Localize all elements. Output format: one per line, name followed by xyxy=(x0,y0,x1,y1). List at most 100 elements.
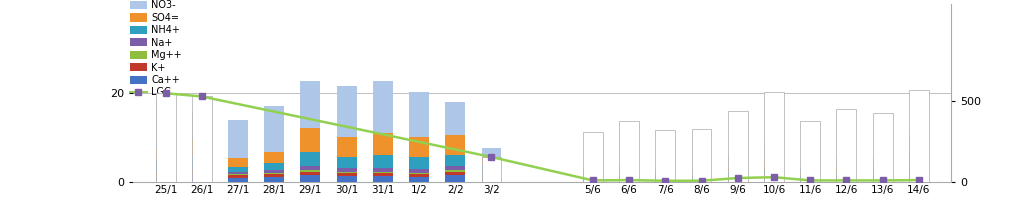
Bar xyxy=(837,179,856,182)
Bar xyxy=(727,179,748,182)
Bar xyxy=(192,170,212,172)
Bar xyxy=(301,152,320,166)
Bar xyxy=(192,166,212,170)
Bar xyxy=(800,180,820,182)
Bar xyxy=(727,155,748,167)
Bar xyxy=(583,180,603,182)
Bar xyxy=(373,173,393,176)
Bar xyxy=(727,111,748,182)
Bar xyxy=(873,174,892,177)
Bar xyxy=(155,148,176,161)
Bar xyxy=(800,173,820,176)
Bar xyxy=(264,174,284,177)
Bar xyxy=(228,172,248,174)
Bar xyxy=(155,93,176,182)
Bar xyxy=(619,164,639,170)
Bar xyxy=(192,175,212,182)
Bar xyxy=(373,172,393,173)
Bar xyxy=(837,176,856,178)
Bar xyxy=(192,97,212,182)
Bar xyxy=(409,174,429,177)
Bar xyxy=(192,139,212,155)
Bar xyxy=(727,167,748,173)
Bar xyxy=(301,172,320,175)
Bar xyxy=(264,106,284,152)
Bar xyxy=(373,133,393,155)
Bar xyxy=(409,92,429,137)
Bar xyxy=(837,109,856,182)
Bar xyxy=(264,152,284,163)
Bar xyxy=(301,170,320,172)
Bar xyxy=(873,158,892,168)
Bar xyxy=(155,173,176,174)
Bar xyxy=(764,92,784,182)
Bar xyxy=(228,120,248,158)
Bar xyxy=(692,179,711,180)
Bar xyxy=(409,173,429,174)
Bar xyxy=(228,175,248,178)
Bar xyxy=(656,179,675,180)
Bar xyxy=(337,168,357,172)
Bar xyxy=(409,157,429,169)
Bar xyxy=(873,168,892,174)
Bar xyxy=(301,175,320,182)
Bar xyxy=(155,170,176,173)
Bar xyxy=(482,175,501,176)
Bar xyxy=(445,175,465,182)
Bar xyxy=(583,169,603,174)
Bar xyxy=(656,178,675,179)
Bar xyxy=(764,178,784,182)
Bar xyxy=(908,172,929,173)
Bar xyxy=(337,86,357,137)
Bar xyxy=(837,174,856,176)
Bar xyxy=(619,177,639,178)
Bar xyxy=(692,169,711,174)
Bar xyxy=(301,128,320,152)
Bar xyxy=(409,137,429,157)
Bar xyxy=(873,179,892,182)
Bar xyxy=(155,174,176,177)
Bar xyxy=(337,172,357,173)
Bar xyxy=(445,170,465,172)
Bar xyxy=(155,161,176,170)
Bar xyxy=(337,157,357,168)
Bar xyxy=(837,158,856,168)
Bar xyxy=(908,135,929,155)
Bar xyxy=(301,81,320,128)
Bar xyxy=(656,170,675,175)
Bar xyxy=(619,179,639,182)
Bar xyxy=(228,174,248,175)
Bar xyxy=(873,177,892,178)
Bar xyxy=(228,178,248,182)
Bar xyxy=(583,178,603,179)
Bar xyxy=(764,161,784,170)
Bar xyxy=(692,129,711,182)
Bar xyxy=(656,180,675,182)
Bar xyxy=(192,172,212,175)
Bar xyxy=(692,174,711,177)
Bar xyxy=(873,178,892,179)
Bar xyxy=(692,180,711,182)
Bar xyxy=(228,167,248,172)
Bar xyxy=(908,174,929,177)
Bar xyxy=(800,176,820,178)
Bar xyxy=(656,177,675,178)
Bar xyxy=(482,178,501,182)
Bar xyxy=(837,178,856,179)
Bar xyxy=(445,135,465,155)
Bar xyxy=(908,90,929,182)
Bar xyxy=(482,157,501,182)
Bar xyxy=(264,170,284,173)
Bar xyxy=(155,177,176,182)
Bar xyxy=(619,170,639,175)
Bar xyxy=(445,102,465,135)
Bar xyxy=(727,178,748,179)
Bar xyxy=(337,176,357,182)
Bar xyxy=(764,143,784,161)
Bar xyxy=(264,173,284,174)
Bar xyxy=(373,155,393,168)
Bar xyxy=(155,99,176,148)
Bar xyxy=(373,81,393,133)
Bar xyxy=(337,137,357,157)
Bar xyxy=(583,174,603,177)
